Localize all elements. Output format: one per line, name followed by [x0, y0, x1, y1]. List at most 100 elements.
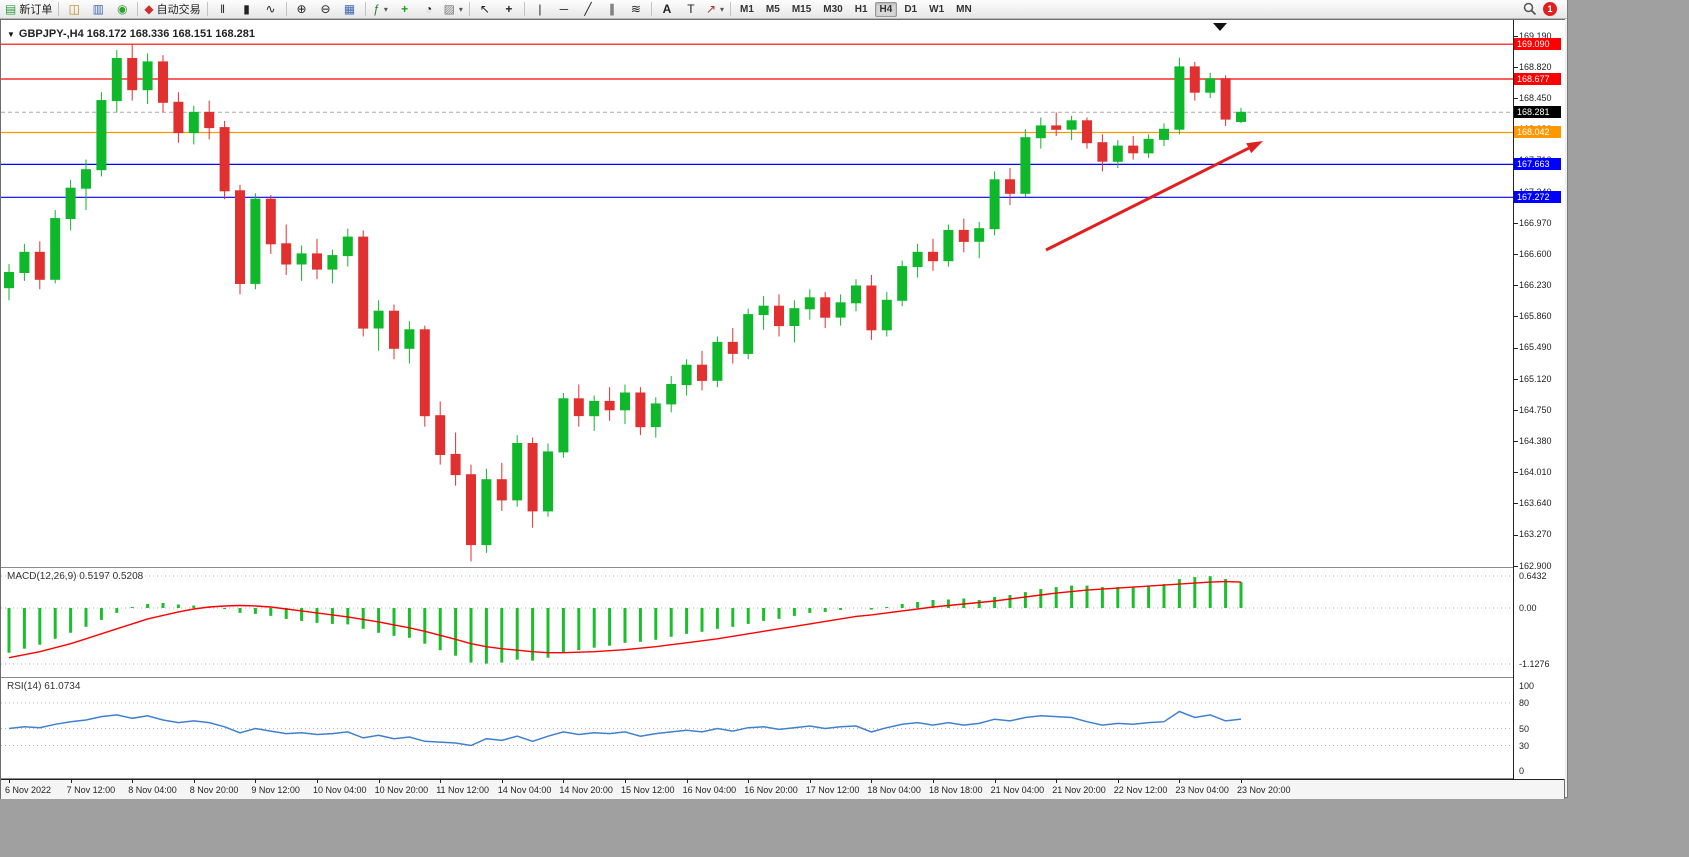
rsi-axis-label: 30: [1519, 740, 1530, 751]
axis-tick: [1514, 285, 1518, 287]
chevron-down-icon: ▾: [458, 4, 463, 14]
level-price-tag[interactable]: 168.042: [1514, 126, 1561, 139]
main-chart-canvas[interactable]: [1, 20, 1513, 567]
tile-windows-button[interactable]: ▦: [338, 1, 362, 18]
cursor-tool-button[interactable]: ↖: [473, 1, 497, 18]
arrow-tool-icon: ↗: [705, 2, 716, 16]
timeframe-button-h1[interactable]: H1: [854, 3, 868, 15]
axis-tick: [1514, 222, 1518, 224]
timeframe-button-h4[interactable]: H4: [874, 1, 898, 17]
new-order-button[interactable]: ▤ 新订单: [2, 1, 55, 18]
axis-tick: [809, 780, 811, 783]
autotrading-button[interactable]: ◆ 自动交易: [141, 1, 203, 18]
price-axis-label: 166.230: [1519, 280, 1552, 291]
time-axis[interactable]: 6 Nov 2022 7 Nov 12:00 8 Nov 04:00 8 Nov 20…: [1, 779, 1564, 799]
axis-tick: [1514, 503, 1518, 505]
price-axis-label: 164.750: [1519, 404, 1552, 415]
rsi-axis-label: 100: [1519, 680, 1535, 691]
zoom-in-button[interactable]: ⊕: [290, 1, 314, 18]
rsi-axis-label: 0: [1519, 766, 1525, 777]
chevron-down-icon: ▾: [720, 4, 725, 14]
toolbar-separator: [58, 2, 60, 16]
zoom-out-button[interactable]: ⊖: [314, 1, 338, 18]
pane-splitter[interactable]: [1, 567, 1564, 568]
text-tool-button[interactable]: A: [655, 1, 679, 18]
toolbar-separator: [364, 2, 366, 16]
fibonacci-tool-button[interactable]: ≋: [624, 1, 648, 18]
axis-tick: [871, 780, 873, 783]
timeframe-button-m5[interactable]: M5: [765, 3, 780, 15]
notification-badge[interactable]: 1: [1543, 2, 1557, 16]
level-price-tag[interactable]: 168.677: [1514, 72, 1561, 85]
rsi-axis-label: 50: [1519, 723, 1530, 734]
line-chart-button[interactable]: ∿: [259, 1, 283, 18]
text-label-tool-button[interactable]: T: [679, 1, 703, 18]
horizontal-line-tool-button[interactable]: ─: [552, 1, 576, 18]
templates-button[interactable]: ▨ ▾: [441, 1, 466, 18]
chart-shift-marker: [1213, 23, 1227, 31]
toolbar-separator: [285, 2, 287, 16]
alerts-icon: ◉: [117, 2, 128, 16]
search-icon[interactable]: [1523, 2, 1537, 16]
periods-button[interactable]: ◔: [417, 1, 441, 18]
price-axis-label: 165.490: [1519, 342, 1552, 353]
timeframe-button-m30[interactable]: M30: [823, 3, 843, 15]
bar-chart-icon: ‖: [220, 2, 226, 16]
trendline-icon: ╱: [584, 2, 592, 16]
mt4-window: ▤ 新订单 ◫ ▥ ◉ ◆ 自动交易 ‖ ▮ ∿ ⊕ ⊖ ▦ ƒ ▾: [0, 0, 1568, 799]
add-indicator-button[interactable]: +: [393, 1, 417, 18]
cursor-icon: ↖: [479, 2, 490, 16]
level-price-tag[interactable]: 167.272: [1514, 191, 1561, 204]
channel-icon: ∥: [608, 2, 615, 16]
rsi-pane-canvas[interactable]: [1, 678, 1513, 778]
price-axis-label: 169.190: [1519, 30, 1552, 41]
channel-tool-button[interactable]: ∥: [600, 1, 624, 18]
axis-tick: [1514, 378, 1518, 380]
alerts-button[interactable]: ◉: [110, 1, 134, 18]
vertical-line-tool-button[interactable]: |: [528, 1, 552, 18]
axis-tick: [1514, 35, 1518, 37]
price-axis-label: 162.900: [1519, 560, 1552, 571]
one-click-trading-toggle-icon[interactable]: ▼: [7, 29, 15, 39]
axis-tick: [563, 780, 565, 783]
axis-tick: [9, 780, 10, 783]
indicators-button[interactable]: ƒ ▾: [369, 1, 393, 18]
price-axis-label: 163.270: [1519, 529, 1552, 540]
profiles-button[interactable]: ▥: [86, 1, 110, 18]
add-indicator-icon: +: [401, 2, 409, 16]
pane-splitter[interactable]: [1, 677, 1564, 678]
crosshair-tool-button[interactable]: +: [497, 1, 521, 18]
axis-tick: [1514, 66, 1518, 68]
timeframe-button-m15[interactable]: M15: [791, 3, 812, 15]
price-axis-label: 165.860: [1519, 311, 1552, 322]
charts-button[interactable]: ◫: [62, 1, 86, 18]
timeframe-button-m1[interactable]: M1: [740, 3, 754, 15]
trendline-tool-button[interactable]: ╱: [576, 1, 600, 18]
bar-chart-button[interactable]: ‖: [211, 1, 235, 18]
time-axis-label: 21 Nov 04:00: [990, 785, 1045, 795]
toolbar-separator: [206, 2, 208, 16]
timeframe-button-d1[interactable]: D1: [904, 3, 918, 15]
price-axis[interactable]: 169.190168.820168.450168.080167.710167.3…: [1513, 20, 1565, 779]
time-axis-label: 10 Nov 04:00: [313, 785, 367, 795]
time-axis-label: 16 Nov 20:00: [744, 785, 798, 795]
level-price-tag[interactable]: 169.090: [1514, 38, 1561, 51]
pane-splitter[interactable]: [1, 778, 1564, 779]
timeframe-button-w1[interactable]: W1: [929, 3, 945, 15]
arrows-tool-button[interactable]: ↗ ▾: [703, 1, 727, 18]
candlestick-chart-button[interactable]: ▮: [235, 1, 259, 18]
macd-pane-canvas[interactable]: [1, 568, 1513, 677]
fibonacci-icon: ≋: [630, 2, 641, 16]
time-axis-label: 14 Nov 04:00: [497, 785, 552, 795]
chart-title-text: GBPJPY-,H4 168.172 168.336 168.151 168.2…: [18, 28, 255, 40]
axis-tick: [933, 780, 934, 783]
axis-tick: [1514, 472, 1518, 474]
new-order-icon: ▤: [5, 2, 17, 16]
timeframe-button-mn[interactable]: MN: [956, 3, 972, 15]
current-price-tag: 168.281: [1514, 106, 1561, 119]
toolbar-separator: [730, 2, 732, 16]
level-price-tag[interactable]: 167.663: [1514, 158, 1561, 171]
axis-tick: [1514, 565, 1518, 567]
axis-tick: [1514, 534, 1518, 536]
axis-tick: [440, 780, 442, 783]
